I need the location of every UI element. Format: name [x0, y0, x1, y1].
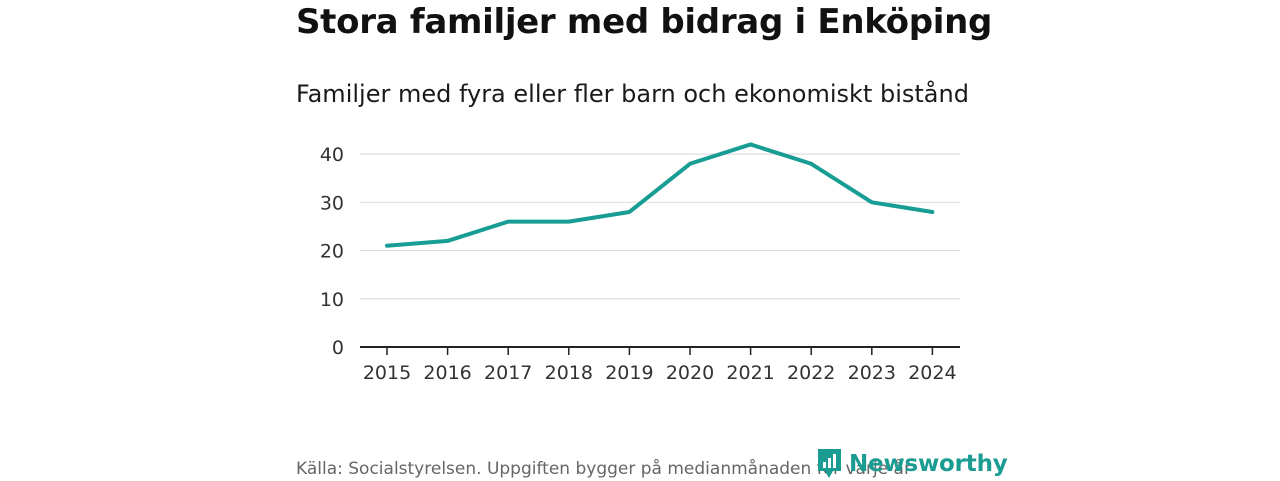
x-tick-label: 2015	[363, 362, 411, 384]
x-tick-label: 2023	[848, 362, 896, 384]
y-tick-label: 0	[332, 337, 344, 359]
x-tick-label: 2020	[666, 362, 714, 384]
y-tick-label: 30	[320, 192, 344, 214]
brand-name: Newsworthy	[849, 453, 1008, 476]
series-line	[387, 144, 932, 245]
y-tick-label: 20	[320, 241, 344, 263]
x-tick-label: 2021	[726, 362, 774, 384]
x-tick-label: 2016	[423, 362, 471, 384]
newsworthy-logo-icon	[816, 447, 843, 481]
x-tick-label: 2018	[545, 362, 593, 384]
x-tick-label: 2024	[908, 362, 956, 384]
y-tick-label: 10	[320, 289, 344, 311]
x-tick-label: 2017	[484, 362, 532, 384]
x-tick-label: 2019	[605, 362, 653, 384]
y-tick-label: 40	[320, 144, 344, 166]
x-tick-label: 2022	[787, 362, 835, 384]
brand-logo[interactable]: Newsworthy	[816, 447, 1008, 481]
